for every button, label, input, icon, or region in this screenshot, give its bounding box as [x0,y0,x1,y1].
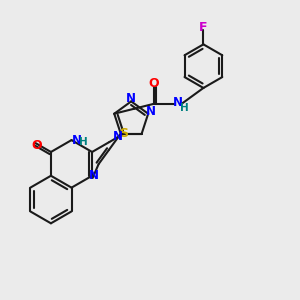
Text: N: N [146,105,156,118]
Text: N: N [126,92,136,105]
Text: F: F [199,21,208,34]
Text: H: H [180,103,189,113]
Text: N: N [71,134,82,147]
Text: S: S [119,127,128,140]
Text: N: N [173,96,183,109]
Text: N: N [89,169,99,182]
Text: O: O [148,77,159,91]
Text: H: H [79,137,88,147]
Text: N: N [113,130,123,143]
Text: O: O [31,139,42,152]
